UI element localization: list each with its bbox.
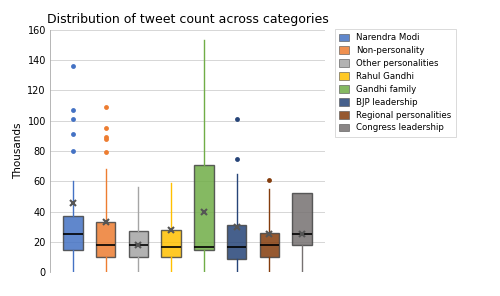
PathPatch shape — [63, 216, 82, 250]
PathPatch shape — [162, 230, 181, 257]
PathPatch shape — [194, 165, 214, 250]
PathPatch shape — [227, 225, 246, 259]
Legend: Narendra Modi, Non-personality, Other personalities, Rahul Gandhi, Gandhi family: Narendra Modi, Non-personality, Other pe… — [335, 29, 456, 137]
Title: Distribution of tweet count across categories: Distribution of tweet count across categ… — [46, 13, 328, 26]
PathPatch shape — [96, 222, 116, 257]
PathPatch shape — [128, 231, 148, 257]
PathPatch shape — [292, 194, 312, 245]
Y-axis label: Thousands: Thousands — [13, 123, 23, 179]
PathPatch shape — [260, 233, 279, 257]
